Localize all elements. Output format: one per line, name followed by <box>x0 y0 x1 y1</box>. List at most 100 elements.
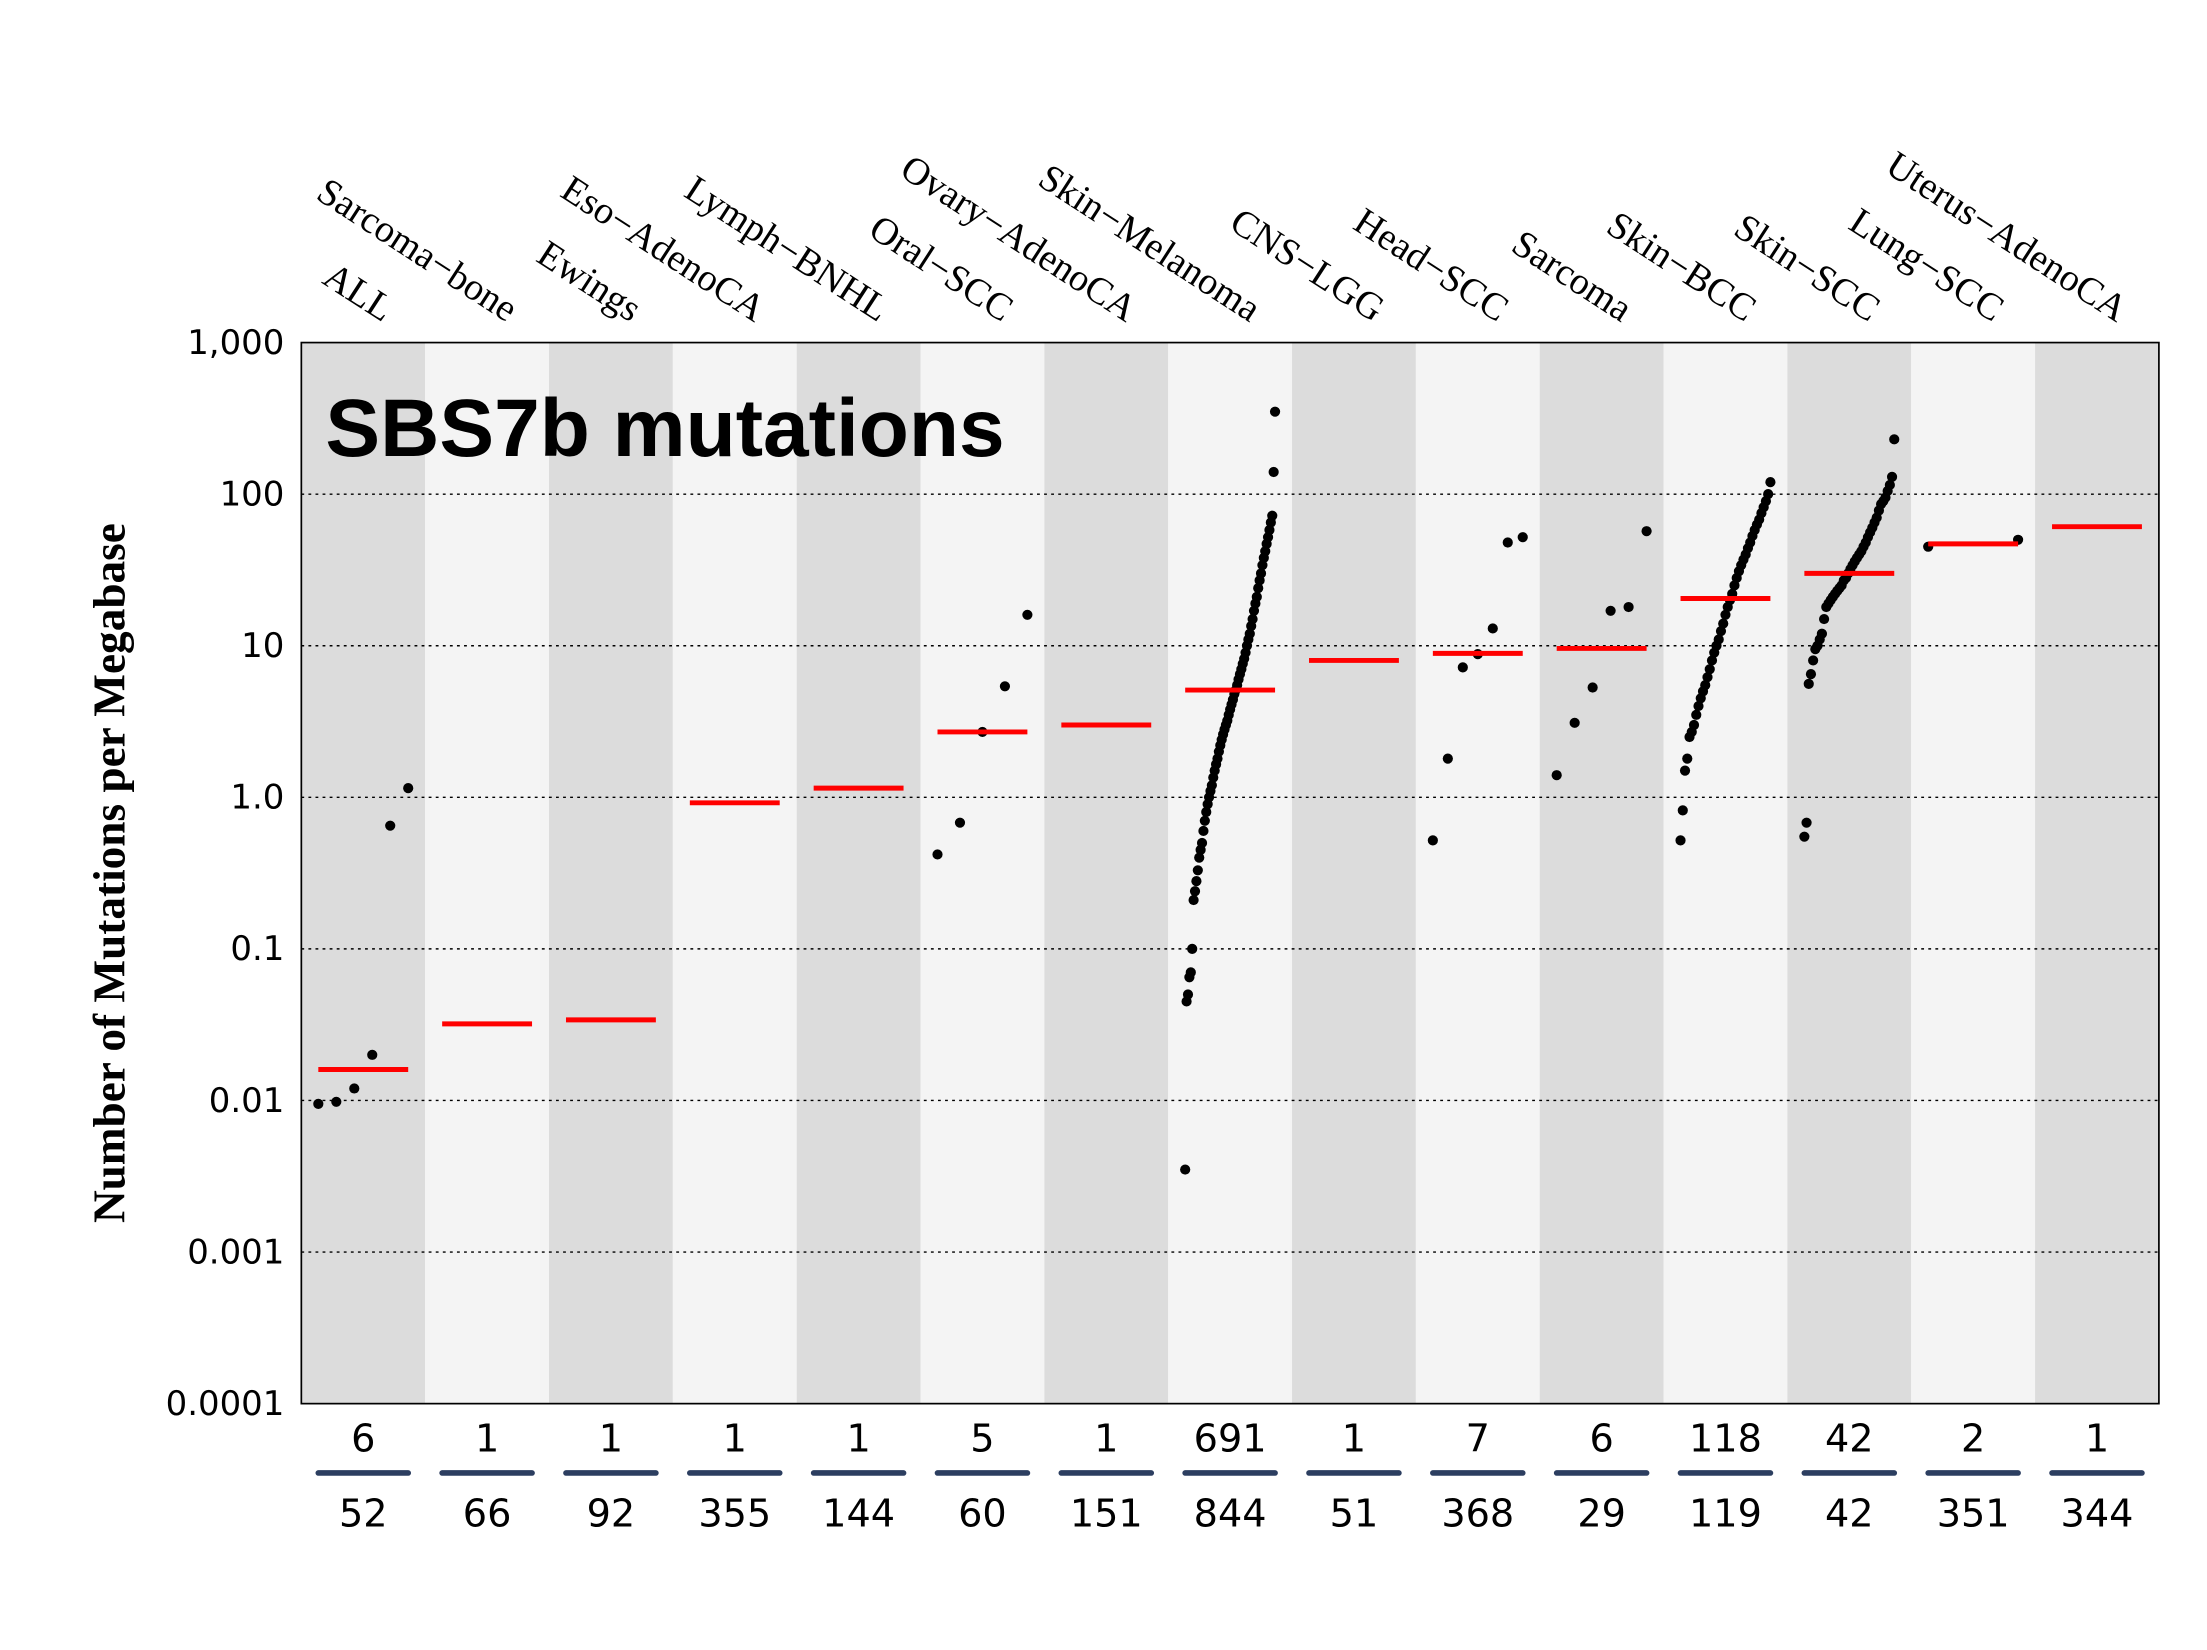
y-tick-label: 0.001 <box>187 1232 284 1272</box>
total-count: 29 <box>1577 1493 1626 1537</box>
data-point <box>403 783 414 794</box>
data-point <box>1713 634 1724 645</box>
data-point <box>1884 479 1895 491</box>
gridlines <box>301 493 2159 1253</box>
data-point <box>1569 717 1580 728</box>
data-point <box>1251 591 1262 602</box>
positive-count: 1 <box>2085 1418 2109 1462</box>
data-point <box>1187 943 1198 954</box>
data-point <box>1605 605 1616 616</box>
data-point <box>1700 679 1711 691</box>
positive-count: 2 <box>1961 1418 1985 1462</box>
total-count: 151 <box>1070 1493 1143 1537</box>
y-axis-label: Number of Mutations per Megabase <box>84 523 134 1223</box>
positive-count: 1 <box>846 1418 870 1462</box>
total-count: 344 <box>2061 1493 2134 1537</box>
data-point <box>1819 613 1830 625</box>
data-point <box>1718 618 1729 629</box>
y-tick-label: 1,000 <box>187 323 284 363</box>
column-band <box>1415 342 1540 1404</box>
data-point <box>999 681 1011 692</box>
data-point <box>1253 583 1264 594</box>
data-point <box>1679 765 1691 776</box>
column-band <box>1663 342 1788 1404</box>
data-point <box>1244 628 1255 639</box>
column-band <box>425 342 550 1404</box>
total-count: 92 <box>587 1493 636 1537</box>
category-label: Lymph−BNHL <box>678 168 897 331</box>
data-point <box>1816 628 1827 639</box>
data-point <box>1196 837 1208 849</box>
column-band <box>1787 342 1912 1404</box>
data-point <box>1803 678 1814 689</box>
column-band <box>301 342 426 1404</box>
data-point <box>1198 825 1209 837</box>
data-point <box>1247 613 1258 625</box>
positive-count: 6 <box>1589 1418 1613 1462</box>
data-point <box>1551 770 1562 781</box>
data-point <box>1720 609 1731 620</box>
total-count: 52 <box>339 1493 388 1537</box>
data-point <box>1587 682 1598 693</box>
data-point <box>1763 489 1774 500</box>
data-point <box>1886 471 1898 482</box>
data-point <box>1442 753 1453 764</box>
y-tick-label: 10 <box>241 626 284 666</box>
data-point <box>1693 700 1704 712</box>
total-count: 144 <box>822 1493 895 1537</box>
data-point <box>1487 623 1498 634</box>
data-point <box>349 1083 360 1094</box>
column-band <box>920 342 1045 1404</box>
y-tick-label: 0.01 <box>209 1081 285 1121</box>
data-point <box>1182 989 1194 1000</box>
data-point <box>1192 865 1203 876</box>
data-point <box>1269 406 1281 417</box>
data-point <box>1191 876 1202 887</box>
data-point <box>367 1049 378 1060</box>
data-point <box>1706 655 1718 666</box>
total-count: 355 <box>698 1493 771 1537</box>
total-count: 60 <box>958 1493 1007 1537</box>
positive-count: 1 <box>723 1418 747 1462</box>
column-band <box>1044 342 1169 1404</box>
column-band <box>1292 342 1416 1404</box>
data-point <box>1799 831 1810 842</box>
positive-count: 6 <box>351 1418 375 1462</box>
total-count: 42 <box>1825 1493 1874 1537</box>
total-count: 844 <box>1194 1493 1267 1537</box>
data-point <box>1765 477 1776 488</box>
column-band <box>1911 342 2036 1404</box>
data-point <box>331 1096 342 1107</box>
data-point <box>313 1098 324 1109</box>
y-tick-label: 1.0 <box>230 778 284 818</box>
data-point <box>1194 852 1205 863</box>
data-point <box>1623 601 1634 613</box>
data-point <box>954 817 966 828</box>
positive-count: 1 <box>1342 1418 1366 1462</box>
data-point <box>385 820 396 831</box>
data-point <box>1267 510 1278 521</box>
positive-count: 118 <box>1689 1418 1762 1462</box>
column-band <box>1168 342 1293 1404</box>
column-band <box>1539 342 1664 1404</box>
data-point <box>1180 1164 1191 1175</box>
data-point <box>1677 805 1688 816</box>
data-point <box>1022 609 1033 620</box>
data-point <box>1682 753 1693 764</box>
chart-title: SBS7b mutations <box>325 383 1004 474</box>
sample-counts: 6521661921355114456011516918441517368629… <box>315 1418 2145 1537</box>
data-point <box>1691 709 1702 720</box>
data-point <box>1268 466 1279 478</box>
data-point <box>1808 655 1819 666</box>
y-axis-ticks: 1,000 100 10 1.0 0.1 0.01 0.001 0.0001 <box>166 323 285 1424</box>
data-point <box>1188 894 1199 906</box>
data-point <box>1199 815 1210 826</box>
data-point <box>1641 526 1652 537</box>
column-bands <box>301 342 2159 1404</box>
data-point <box>1189 886 1201 897</box>
positive-count: 1 <box>599 1418 623 1462</box>
total-count: 51 <box>1330 1493 1379 1537</box>
column-band <box>672 342 797 1404</box>
positive-count: 1 <box>475 1418 499 1462</box>
data-point <box>1457 662 1468 673</box>
